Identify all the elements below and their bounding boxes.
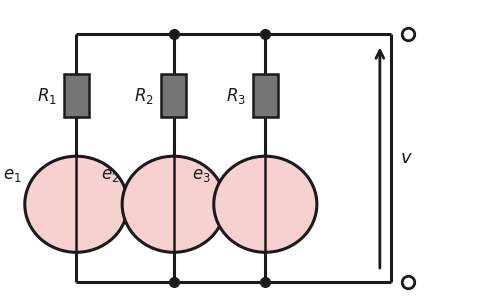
- Text: $e_2$: $e_2$: [101, 167, 119, 184]
- Text: $v$: $v$: [400, 149, 413, 167]
- Ellipse shape: [122, 156, 225, 252]
- Ellipse shape: [25, 156, 128, 252]
- Text: $R_2$: $R_2$: [134, 86, 154, 106]
- FancyBboxPatch shape: [64, 74, 89, 118]
- Text: $R_1$: $R_1$: [37, 86, 57, 106]
- Text: $e_3$: $e_3$: [192, 167, 211, 184]
- Ellipse shape: [214, 156, 317, 252]
- FancyBboxPatch shape: [161, 74, 186, 118]
- Text: $e_1$: $e_1$: [3, 167, 22, 184]
- FancyBboxPatch shape: [253, 74, 278, 118]
- Text: $R_3$: $R_3$: [226, 86, 246, 106]
